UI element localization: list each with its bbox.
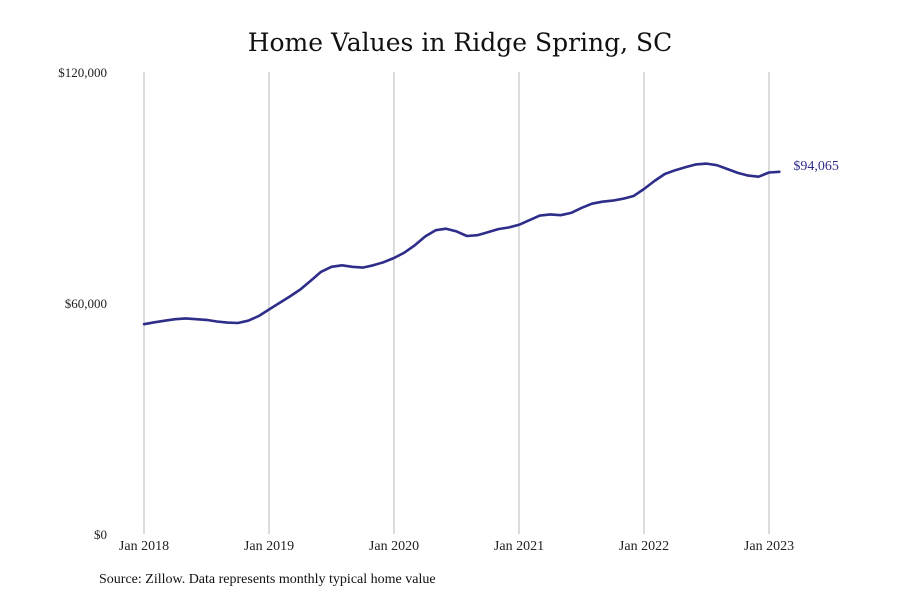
x-tick-label: Jan 2020 xyxy=(369,539,419,554)
y-tick-label: $0 xyxy=(94,527,107,542)
y-tick-label: $120,000 xyxy=(58,65,107,80)
end-value-label: $94,065 xyxy=(793,159,839,174)
x-tick-label: Jan 2022 xyxy=(619,539,669,554)
gridlines xyxy=(143,72,770,534)
x-tick-label: Jan 2018 xyxy=(119,539,169,554)
series-group: $94,065 xyxy=(142,159,839,326)
x-tick-label: Jan 2019 xyxy=(244,539,294,554)
x-tick-label: Jan 2021 xyxy=(494,539,544,554)
y-axis: $0 $60,000 $120,000 xyxy=(58,65,107,542)
chart-title: Home Values in Ridge Spring, SC xyxy=(248,28,673,57)
x-axis: Jan 2018 Jan 2019 Jan 2020 Jan 2021 Jan 2022… xyxy=(119,539,794,554)
x-tick-label: Jan 2023 xyxy=(744,539,794,554)
source-note: Source: Zillow. Data represents monthly … xyxy=(99,572,436,587)
series-line xyxy=(142,162,781,326)
y-tick-label: $60,000 xyxy=(65,296,107,311)
